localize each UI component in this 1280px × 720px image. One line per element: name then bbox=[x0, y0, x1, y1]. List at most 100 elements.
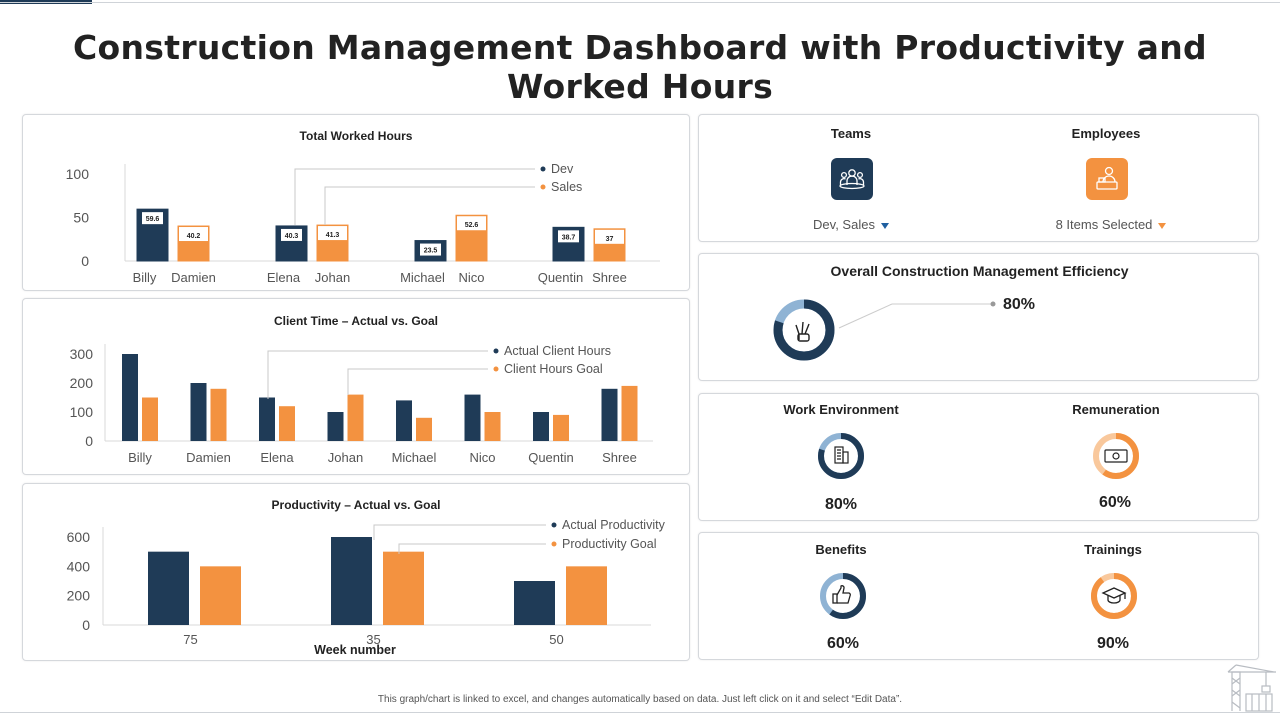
x-tick-label: Elena bbox=[267, 270, 301, 285]
legend-leader-line bbox=[267, 350, 488, 399]
y-tick-label: 300 bbox=[70, 346, 94, 362]
page-title: Construction Management Dashboard with P… bbox=[73, 28, 1207, 106]
gauge-fill bbox=[820, 573, 866, 619]
dropdown-arrow-icon[interactable] bbox=[880, 222, 889, 229]
efficiency-gauge bbox=[773, 299, 996, 361]
y-tick-label: 0 bbox=[81, 253, 89, 269]
benefits-trainings-gauges bbox=[820, 573, 1137, 619]
bar bbox=[190, 383, 207, 441]
chart-title: Total Worked Hours bbox=[299, 129, 413, 143]
bar-label-box bbox=[281, 228, 302, 241]
legend-leader-line bbox=[373, 524, 546, 540]
bottom-divider bbox=[0, 712, 1280, 713]
legend-marker bbox=[540, 166, 546, 172]
bar bbox=[142, 397, 158, 441]
x-tick-label: Nico bbox=[458, 270, 484, 285]
legend-marker bbox=[551, 541, 557, 547]
chart-title: Productivity – Actual vs. Goal bbox=[271, 498, 441, 512]
bar-label-box bbox=[558, 230, 579, 243]
x-tick-label: 75 bbox=[183, 632, 197, 647]
bar bbox=[396, 400, 412, 441]
remuneration-value: 60% bbox=[1098, 494, 1132, 511]
teams-select[interactable]: Dev, Sales bbox=[771, 217, 931, 232]
client-time-panel: Client Time – Actual vs. Goal 0 100 200 300… bbox=[22, 298, 690, 475]
work-environment-value: 80% bbox=[824, 496, 858, 513]
legend-leader-line bbox=[294, 168, 535, 225]
bar bbox=[148, 551, 189, 625]
bar-label-box bbox=[595, 229, 624, 244]
thumbs-up-icon bbox=[832, 585, 851, 604]
productivity-chart[interactable]: 0 200 400 600 75 35 50 Week number Actual Produc… bbox=[23, 484, 691, 662]
benefits-label: Benefits bbox=[815, 542, 867, 557]
data-label: 38.7 bbox=[562, 234, 576, 241]
crane-logo-icon bbox=[1227, 664, 1276, 712]
y-tick-label: 50 bbox=[73, 210, 89, 226]
x-tick-label: Damien bbox=[171, 270, 216, 285]
x-tick-label: Shree bbox=[602, 450, 637, 465]
x-tick-label: Quentin bbox=[528, 450, 574, 465]
legend-label: Client Hours Goal bbox=[504, 362, 603, 376]
y-tick-label: 200 bbox=[70, 375, 94, 391]
bar bbox=[327, 412, 344, 441]
legend-marker bbox=[493, 366, 499, 372]
data-label: 52.6 bbox=[465, 222, 479, 229]
legend-label: Productivity Goal bbox=[562, 537, 656, 551]
bar bbox=[533, 412, 549, 441]
employees-select[interactable]: 8 Items Selected bbox=[1026, 217, 1196, 232]
building-icon bbox=[834, 446, 849, 464]
victory-hand-icon bbox=[795, 321, 810, 342]
dropdown-arrow-icon[interactable] bbox=[1158, 222, 1167, 229]
y-tick-label: 0 bbox=[82, 617, 90, 633]
gauge-fill bbox=[773, 299, 835, 361]
team-icon bbox=[831, 158, 873, 200]
cash-icon bbox=[1104, 449, 1128, 463]
x-tick-label: 35 bbox=[366, 632, 380, 647]
data-label: 40.2 bbox=[187, 233, 201, 240]
efficiency-panel: Overall Construction Management Efficien… bbox=[698, 253, 1259, 381]
data-label: 37 bbox=[606, 236, 614, 243]
y-tick-label: 100 bbox=[70, 404, 94, 420]
bar bbox=[553, 414, 569, 441]
top-divider bbox=[0, 2, 1280, 3]
x-axis-title: Week number bbox=[314, 643, 396, 657]
x-tick-label: Damien bbox=[186, 450, 231, 465]
y-tick-label: 400 bbox=[67, 558, 91, 574]
data-label: 40.3 bbox=[285, 233, 299, 240]
x-tick-label: Johan bbox=[328, 450, 363, 465]
bar bbox=[621, 385, 638, 441]
legend-label: Dev bbox=[551, 162, 574, 176]
work-remuneration-panel: Work Environment 80% Remuneration 60% bbox=[698, 393, 1259, 521]
client-time-chart[interactable]: 0 100 200 300 Billy Damien Elena Johan Michael Ni… bbox=[23, 299, 691, 476]
gauge-callout-dot bbox=[990, 301, 996, 307]
remuneration-label: Remuneration bbox=[1072, 402, 1160, 417]
y-tick-label: 200 bbox=[67, 588, 91, 604]
x-tick-label: Johan bbox=[315, 270, 350, 285]
y-tick-label: 100 bbox=[66, 166, 90, 182]
bar bbox=[279, 406, 295, 441]
teams-label: Teams bbox=[830, 126, 872, 141]
bar bbox=[514, 581, 555, 625]
bar-label-box bbox=[420, 243, 441, 256]
chart-title: Client Time – Actual vs. Goal bbox=[273, 314, 439, 328]
gauge-fill bbox=[818, 433, 864, 479]
gauge-center bbox=[787, 313, 821, 347]
legend-leader-line bbox=[398, 543, 546, 554]
benefits-trainings-panel: Benefits 60% Trainings 90% bbox=[698, 532, 1259, 660]
legend-marker bbox=[551, 522, 557, 528]
legend-leader-line bbox=[347, 368, 488, 395]
bar bbox=[416, 417, 432, 441]
gauge-fill bbox=[1091, 573, 1137, 619]
legend-label: Sales bbox=[551, 180, 582, 194]
footer-note: This graph/chart is linked to excel, and… bbox=[377, 694, 903, 705]
gauge-fill bbox=[1093, 433, 1139, 479]
bar-label-box bbox=[179, 227, 208, 242]
bar bbox=[484, 412, 501, 441]
bar bbox=[331, 537, 372, 625]
data-label: 41.3 bbox=[326, 232, 340, 239]
efficiency-label: Overall Construction Management Efficien… bbox=[830, 263, 1129, 279]
x-tick-label: Billy bbox=[128, 450, 152, 465]
y-tick-label: 600 bbox=[67, 529, 91, 545]
total-worked-hours-chart[interactable]: 0 50 100 59.6 Billy 40.2 Damien 40.3 Elena 41.3 Jo… bbox=[23, 115, 691, 292]
x-tick-label: Quentin bbox=[538, 270, 584, 285]
gauge-callout-line bbox=[838, 303, 893, 329]
